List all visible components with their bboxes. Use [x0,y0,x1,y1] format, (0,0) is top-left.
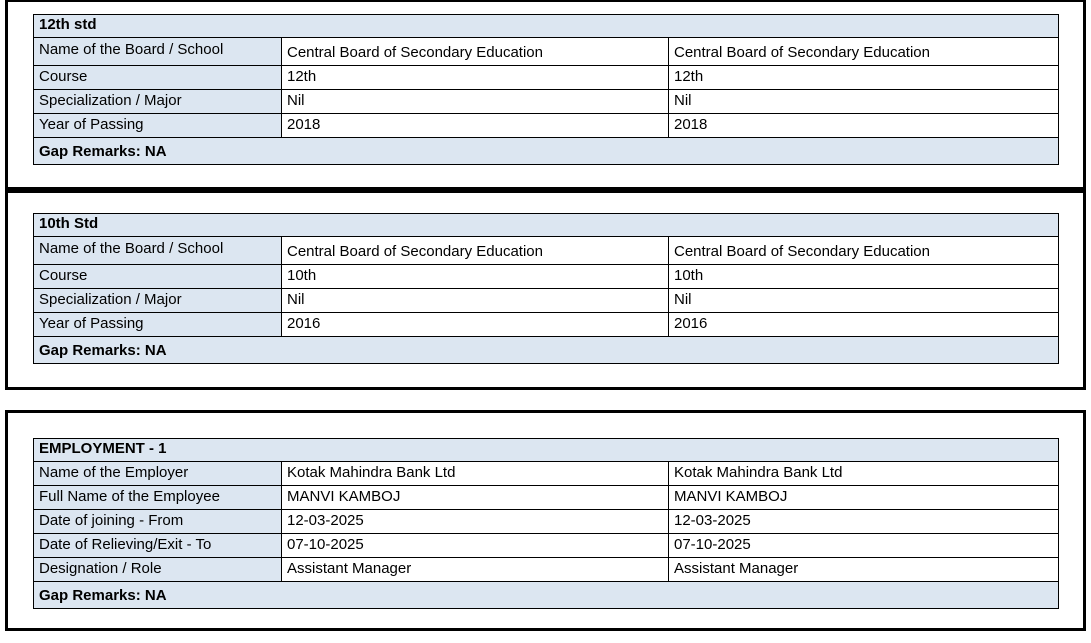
row-value: 12-03-2025 [281,509,669,534]
table-employment-1: EMPLOYMENT - 1 Name of the Employer Kota… [33,438,1059,609]
table-row: Course 12th 12th [33,65,1060,90]
row-value: 2018 [281,113,669,138]
row-value: Central Board of Secondary Education [281,236,669,265]
row-value: Assistant Manager [668,557,1059,582]
row-label-employer: Name of the Employer [33,461,282,486]
table-10th-std: 10th Std Name of the Board / School Cent… [32,213,1060,364]
row-value: 07-10-2025 [668,533,1059,558]
row-label-year-of-passing: Year of Passing [33,113,282,138]
row-label-employee-name: Full Name of the Employee [33,485,282,510]
row-value: Nil [667,89,1060,114]
gap-remarks: Gap Remarks: NA [32,137,1060,165]
table-row: Date of Relieving/Exit - To 07-10-2025 0… [33,533,1059,558]
table-row: Specialization / Major Nil Nil [33,288,1060,313]
row-label-specialization: Specialization / Major [33,288,282,313]
row-value: Central Board of Secondary Education [667,37,1060,66]
table-row: Full Name of the Employee MANVI KAMBOJ M… [33,485,1059,510]
row-label-designation: Designation / Role [33,557,282,582]
table-row: Specialization / Major Nil Nil [33,89,1060,114]
row-value: Kotak Mahindra Bank Ltd [281,461,669,486]
table-row: Course 10th 10th [33,264,1060,289]
table-row: 12th std [32,14,1060,38]
table-row: Name of the Board / School Central Board… [33,236,1060,265]
row-value: 12th [281,65,669,90]
section-container-employment-1: EMPLOYMENT - 1 Name of the Employer Kota… [5,410,1086,631]
row-label-board-school: Name of the Board / School [33,37,282,66]
table-row: Year of Passing 2016 2016 [33,312,1060,337]
row-value: 12th [667,65,1060,90]
row-value: Central Board of Secondary Education [281,37,669,66]
row-value: MANVI KAMBOJ [668,485,1059,510]
row-value: Nil [281,288,669,313]
table-row: Designation / Role Assistant Manager Ass… [33,557,1059,582]
row-value: 10th [667,264,1060,289]
row-value: 12-03-2025 [668,509,1059,534]
row-value: Kotak Mahindra Bank Ltd [668,461,1059,486]
gap-remarks: Gap Remarks: NA [32,336,1060,364]
row-label-date-of-joining: Date of joining - From [33,509,282,534]
section-title: EMPLOYMENT - 1 [33,438,1059,462]
table-row: Name of the Employer Kotak Mahindra Bank… [33,461,1059,486]
table-row: EMPLOYMENT - 1 [33,438,1059,462]
row-value: 2016 [667,312,1060,337]
row-value: 2018 [667,113,1060,138]
row-value: Assistant Manager [281,557,669,582]
section-container-10th-std: 10th Std Name of the Board / School Cent… [5,190,1086,390]
table-row: Gap Remarks: NA [32,336,1060,364]
table-row: Gap Remarks: NA [32,137,1060,165]
gap-remarks: Gap Remarks: NA [33,581,1059,609]
section-title: 10th Std [32,213,1060,237]
row-label-board-school: Name of the Board / School [33,236,282,265]
row-value: 2016 [281,312,669,337]
row-label-date-of-relieving: Date of Relieving/Exit - To [33,533,282,558]
row-value: 07-10-2025 [281,533,669,558]
row-label-year-of-passing: Year of Passing [33,312,282,337]
section-container-12th-std: 12th std Name of the Board / School Cent… [5,0,1086,190]
row-label-course: Course [33,264,282,289]
row-value: 10th [281,264,669,289]
section-title: 12th std [32,14,1060,38]
row-value: Nil [667,288,1060,313]
table-row: Year of Passing 2018 2018 [33,113,1060,138]
row-value: Central Board of Secondary Education [667,236,1060,265]
row-value: Nil [281,89,669,114]
table-row: Gap Remarks: NA [33,581,1059,609]
table-row: Date of joining - From 12-03-2025 12-03-… [33,509,1059,534]
table-12th-std: 12th std Name of the Board / School Cent… [32,14,1060,165]
row-value: MANVI KAMBOJ [281,485,669,510]
row-label-course: Course [33,65,282,90]
table-row: 10th Std [32,213,1060,237]
table-row: Name of the Board / School Central Board… [33,37,1060,66]
row-label-specialization: Specialization / Major [33,89,282,114]
